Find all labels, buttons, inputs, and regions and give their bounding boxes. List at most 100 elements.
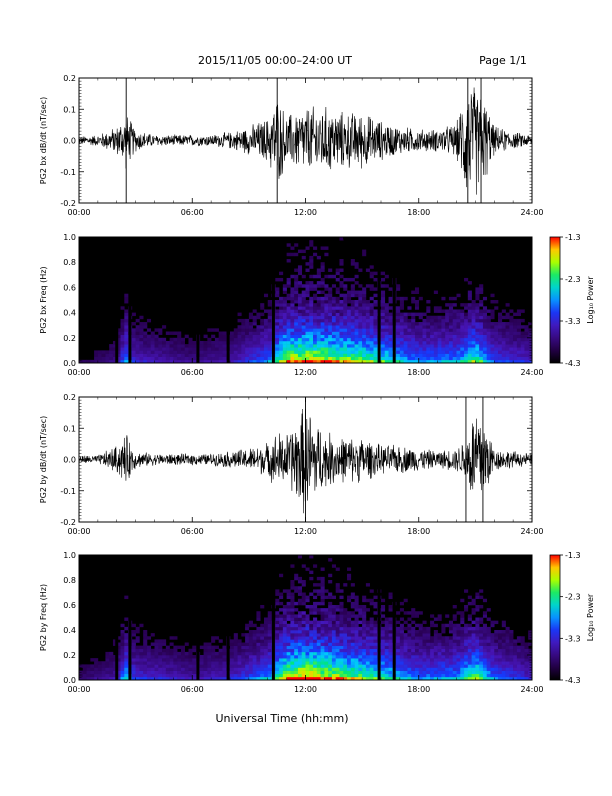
spectrogram-cell <box>297 636 303 640</box>
spectrogram-cell <box>331 673 336 678</box>
spectrogram-cell <box>486 645 491 650</box>
spectrogram-cell <box>335 614 340 618</box>
spectrogram-cell <box>241 645 246 650</box>
data-gap-bar <box>392 237 396 363</box>
spectrogram-cell <box>490 664 495 668</box>
spectrogram-cell <box>214 359 219 364</box>
spectrogram-cell <box>275 309 280 313</box>
spectrogram-cell <box>464 642 469 646</box>
spectrogram-cell <box>320 567 325 571</box>
spectrogram-cell <box>135 661 140 665</box>
data-gap-bar <box>196 555 200 680</box>
spectrogram-cell <box>467 318 472 323</box>
spectrogram-cell <box>275 676 280 681</box>
spectrogram-cell <box>403 328 408 332</box>
spectrogram-cell <box>146 350 152 354</box>
spectrogram-cell <box>456 325 461 329</box>
spectrogram-cell <box>290 334 295 339</box>
spectrogram-cell <box>320 309 325 313</box>
spectrogram-cell <box>448 667 454 671</box>
spectrogram-cell <box>430 636 435 640</box>
spectrogram-cell <box>460 337 465 342</box>
spectrogram-cell <box>297 642 303 646</box>
spectrogram-cell <box>490 620 495 625</box>
spectrogram-cell <box>354 322 359 326</box>
spectrogram-cell <box>475 331 480 335</box>
spectrogram-cell <box>350 340 355 345</box>
spectrogram-cell <box>309 328 314 332</box>
spectrogram-cell <box>245 673 250 678</box>
spectrogram-cell <box>362 645 367 650</box>
spectrogram-cell <box>354 655 359 659</box>
spectrogram-cell <box>222 648 227 653</box>
spectrogram-cell <box>373 293 378 298</box>
spectrogram-cell <box>124 670 129 675</box>
spectrogram-cell <box>479 331 484 335</box>
spectrogram-cell <box>426 636 431 640</box>
spectrogram-cell <box>180 356 186 361</box>
spectrogram-cell <box>403 670 408 675</box>
spectrogram-cell <box>331 676 336 681</box>
spectrogram-cell <box>460 315 465 320</box>
spectrogram-cell <box>494 673 499 678</box>
spectrogram-cell <box>482 296 488 301</box>
x-tick-label: 00:00 <box>67 685 90 694</box>
spectrogram-cell <box>256 667 261 671</box>
spectrogram-cell <box>207 670 212 675</box>
spectrogram-cell <box>218 676 223 681</box>
spectrogram-cell <box>252 661 257 665</box>
spectrogram-cell <box>422 359 427 364</box>
spectrogram-cell <box>414 658 420 662</box>
spectrogram-cell <box>331 605 336 609</box>
spectrogram-cell <box>105 667 110 671</box>
spectrogram-cell <box>162 344 167 348</box>
spectrogram-cell <box>445 344 450 348</box>
spectrogram-cell <box>350 350 355 354</box>
spectrogram-cell <box>286 353 291 357</box>
spectrogram-cell <box>467 347 472 351</box>
spectrogram-cell <box>396 340 401 345</box>
spectrogram-cell <box>396 337 401 342</box>
spectrogram-cell <box>218 344 223 348</box>
spectrogram-cell <box>362 639 367 643</box>
spectrogram-cell <box>407 328 412 332</box>
spectrogram-cell <box>433 661 438 665</box>
spectrogram-cell <box>501 359 506 364</box>
spectrogram-cell <box>362 667 367 671</box>
spectrogram-cell <box>124 312 129 317</box>
spectrogram-cell <box>230 639 235 643</box>
spectrogram-cell <box>422 347 427 351</box>
x-axis-title: Universal Time (hh:mm) <box>216 712 349 725</box>
spectrogram-cell <box>373 350 378 354</box>
spectrogram-cell <box>320 645 325 650</box>
spectrogram-cell <box>241 642 246 646</box>
spectrogram-cell <box>241 655 246 659</box>
spectrogram-cell <box>501 636 506 640</box>
spectrogram-cell <box>233 648 238 653</box>
spectrogram-cell <box>373 673 378 678</box>
spectrogram-cell <box>131 633 136 637</box>
spectrogram-cell <box>97 359 102 364</box>
data-gap-bar <box>271 237 275 363</box>
spectrogram-cell <box>430 667 435 671</box>
spectrogram-cell <box>335 630 340 634</box>
spectrogram-cell <box>143 325 148 329</box>
spectrogram-cell <box>290 592 295 596</box>
spectrogram-cell <box>399 359 404 364</box>
spectrogram-cell <box>184 676 189 681</box>
spectrogram-cell <box>313 340 318 345</box>
spectrogram-cell <box>403 664 408 668</box>
spectrogram-cell <box>365 658 370 662</box>
spectrogram-cell <box>165 648 170 653</box>
spectrogram-cell <box>358 303 363 307</box>
spectrogram-cell <box>294 676 299 681</box>
spectrogram-cell <box>331 274 336 279</box>
spectrogram-cell <box>109 359 114 364</box>
spectrogram-cell <box>275 340 280 345</box>
spectrogram-cell <box>131 651 136 656</box>
spectrogram-cell <box>343 648 348 653</box>
spectrogram-cell <box>460 598 465 603</box>
spectrogram-cell <box>309 309 314 313</box>
spectrogram-cell <box>184 642 189 646</box>
spectrogram-cell <box>411 300 416 304</box>
